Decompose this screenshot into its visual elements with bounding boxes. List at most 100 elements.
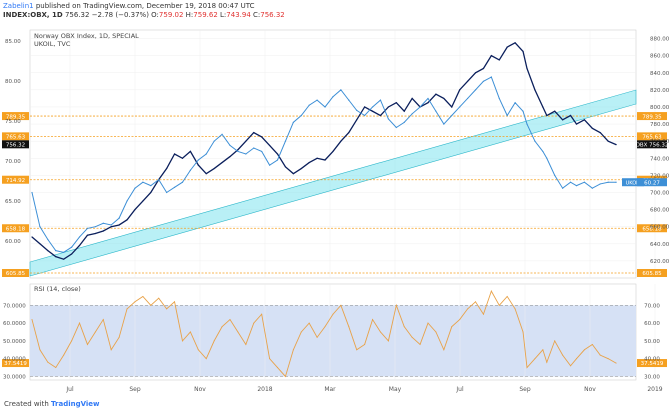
data-point — [546, 114, 548, 117]
rsi-point — [102, 319, 104, 321]
open-value: 759.02 — [158, 11, 184, 19]
rsi-band — [30, 305, 636, 377]
data-point — [166, 167, 168, 170]
data-point — [542, 106, 544, 108]
data-point — [261, 150, 263, 153]
rsi-point — [47, 361, 49, 363]
close-label: C: — [253, 11, 261, 19]
rsi-point — [229, 319, 231, 321]
rsi-last-left-tag — [2, 359, 29, 368]
data-point — [498, 97, 500, 100]
level-label-left: 765.63 — [6, 135, 26, 141]
obx-left-tag — [2, 140, 29, 149]
data-point — [71, 253, 73, 255]
rsi-point — [166, 308, 168, 310]
data-point — [403, 110, 405, 112]
data-point — [102, 222, 104, 224]
rsi-point — [126, 308, 128, 310]
data-point — [411, 113, 413, 115]
data-point — [387, 118, 389, 120]
ukoil-tag-label: UKOIL — [626, 180, 641, 186]
low-label: L: — [220, 11, 227, 19]
symbol-label: INDEX:OBX, 1D — [3, 11, 63, 19]
data-point — [71, 246, 73, 248]
data-point — [482, 80, 485, 82]
rsi-point — [372, 319, 374, 321]
footer-created: Created with — [4, 400, 49, 408]
trend-channel — [29, 89, 637, 277]
level-tag-right — [637, 268, 667, 277]
rsi-point — [332, 313, 334, 315]
data-point — [300, 167, 302, 170]
data-point — [39, 226, 41, 228]
rsi-point — [514, 308, 516, 310]
data-point — [134, 208, 136, 211]
data-point — [253, 147, 255, 149]
data-point — [467, 97, 469, 100]
rsi-point — [189, 331, 191, 333]
data-point — [31, 191, 33, 194]
close-value: 756.32 — [260, 11, 285, 19]
data-point — [181, 157, 184, 159]
data-point — [229, 144, 231, 147]
rsi-point — [490, 290, 492, 292]
rsi-point — [55, 367, 57, 369]
rsi-point — [451, 326, 453, 328]
data-point — [126, 219, 128, 221]
data-point — [308, 161, 310, 164]
rsi-point — [110, 349, 112, 351]
data-point — [356, 109, 358, 111]
data-point — [419, 106, 421, 108]
rsi-point — [498, 304, 500, 306]
x-tick-label: 2018 — [257, 386, 272, 393]
rsi-point — [356, 349, 358, 351]
data-point — [189, 169, 191, 171]
left-tick-label: 75.00 — [5, 119, 21, 125]
level-label-right: 605.85 — [642, 271, 662, 277]
data-point — [78, 244, 81, 247]
right-tick-label: 680.00 — [650, 208, 670, 214]
open-label: O: — [151, 11, 159, 19]
rsi-point — [118, 336, 120, 338]
chart-header: Zabelin1 published on TradingView.com, D… — [3, 2, 285, 20]
rsi-left-tick: 40.0000 — [3, 357, 26, 363]
data-point — [197, 159, 199, 161]
data-point — [110, 224, 112, 226]
data-point — [86, 227, 89, 229]
rsi-right-tick: 40.00 — [644, 357, 660, 363]
right-tick-label: 820.00 — [650, 88, 670, 94]
data-point — [276, 153, 279, 155]
rsi-title: RSI (14, close) — [34, 285, 81, 293]
data-point — [47, 250, 49, 252]
series-line-obx — [31, 42, 617, 260]
data-point — [569, 181, 572, 183]
level-label-left: 714.92 — [6, 178, 25, 184]
data-point — [534, 89, 536, 91]
data-point — [562, 119, 564, 121]
rsi-point — [292, 349, 294, 351]
data-point — [332, 150, 334, 153]
data-point — [459, 89, 461, 91]
data-point — [356, 119, 358, 121]
author-link[interactable]: Zabelin1 — [3, 2, 34, 10]
x-tick-label: Jul — [455, 386, 464, 393]
tradingview-logo[interactable]: TradingView — [51, 400, 100, 408]
left-tick-label: 60.00 — [5, 239, 21, 245]
level-tag-left — [2, 132, 29, 141]
rsi-right-tick: 50.00 — [644, 339, 660, 345]
publish-line: Zabelin1 published on TradingView.com, D… — [3, 2, 285, 11]
rsi-point — [443, 349, 445, 351]
data-point — [205, 153, 207, 155]
rsi-point — [284, 375, 286, 377]
data-point — [506, 114, 508, 117]
x-tick-label: 2019 — [647, 386, 662, 393]
data-point — [237, 150, 239, 153]
rsi-point — [221, 326, 223, 328]
rsi-point — [607, 358, 609, 360]
right-tick-label: 840.00 — [650, 71, 670, 77]
data-point — [245, 153, 247, 155]
data-point — [308, 104, 310, 106]
data-point — [173, 186, 176, 188]
data-point — [427, 97, 429, 100]
